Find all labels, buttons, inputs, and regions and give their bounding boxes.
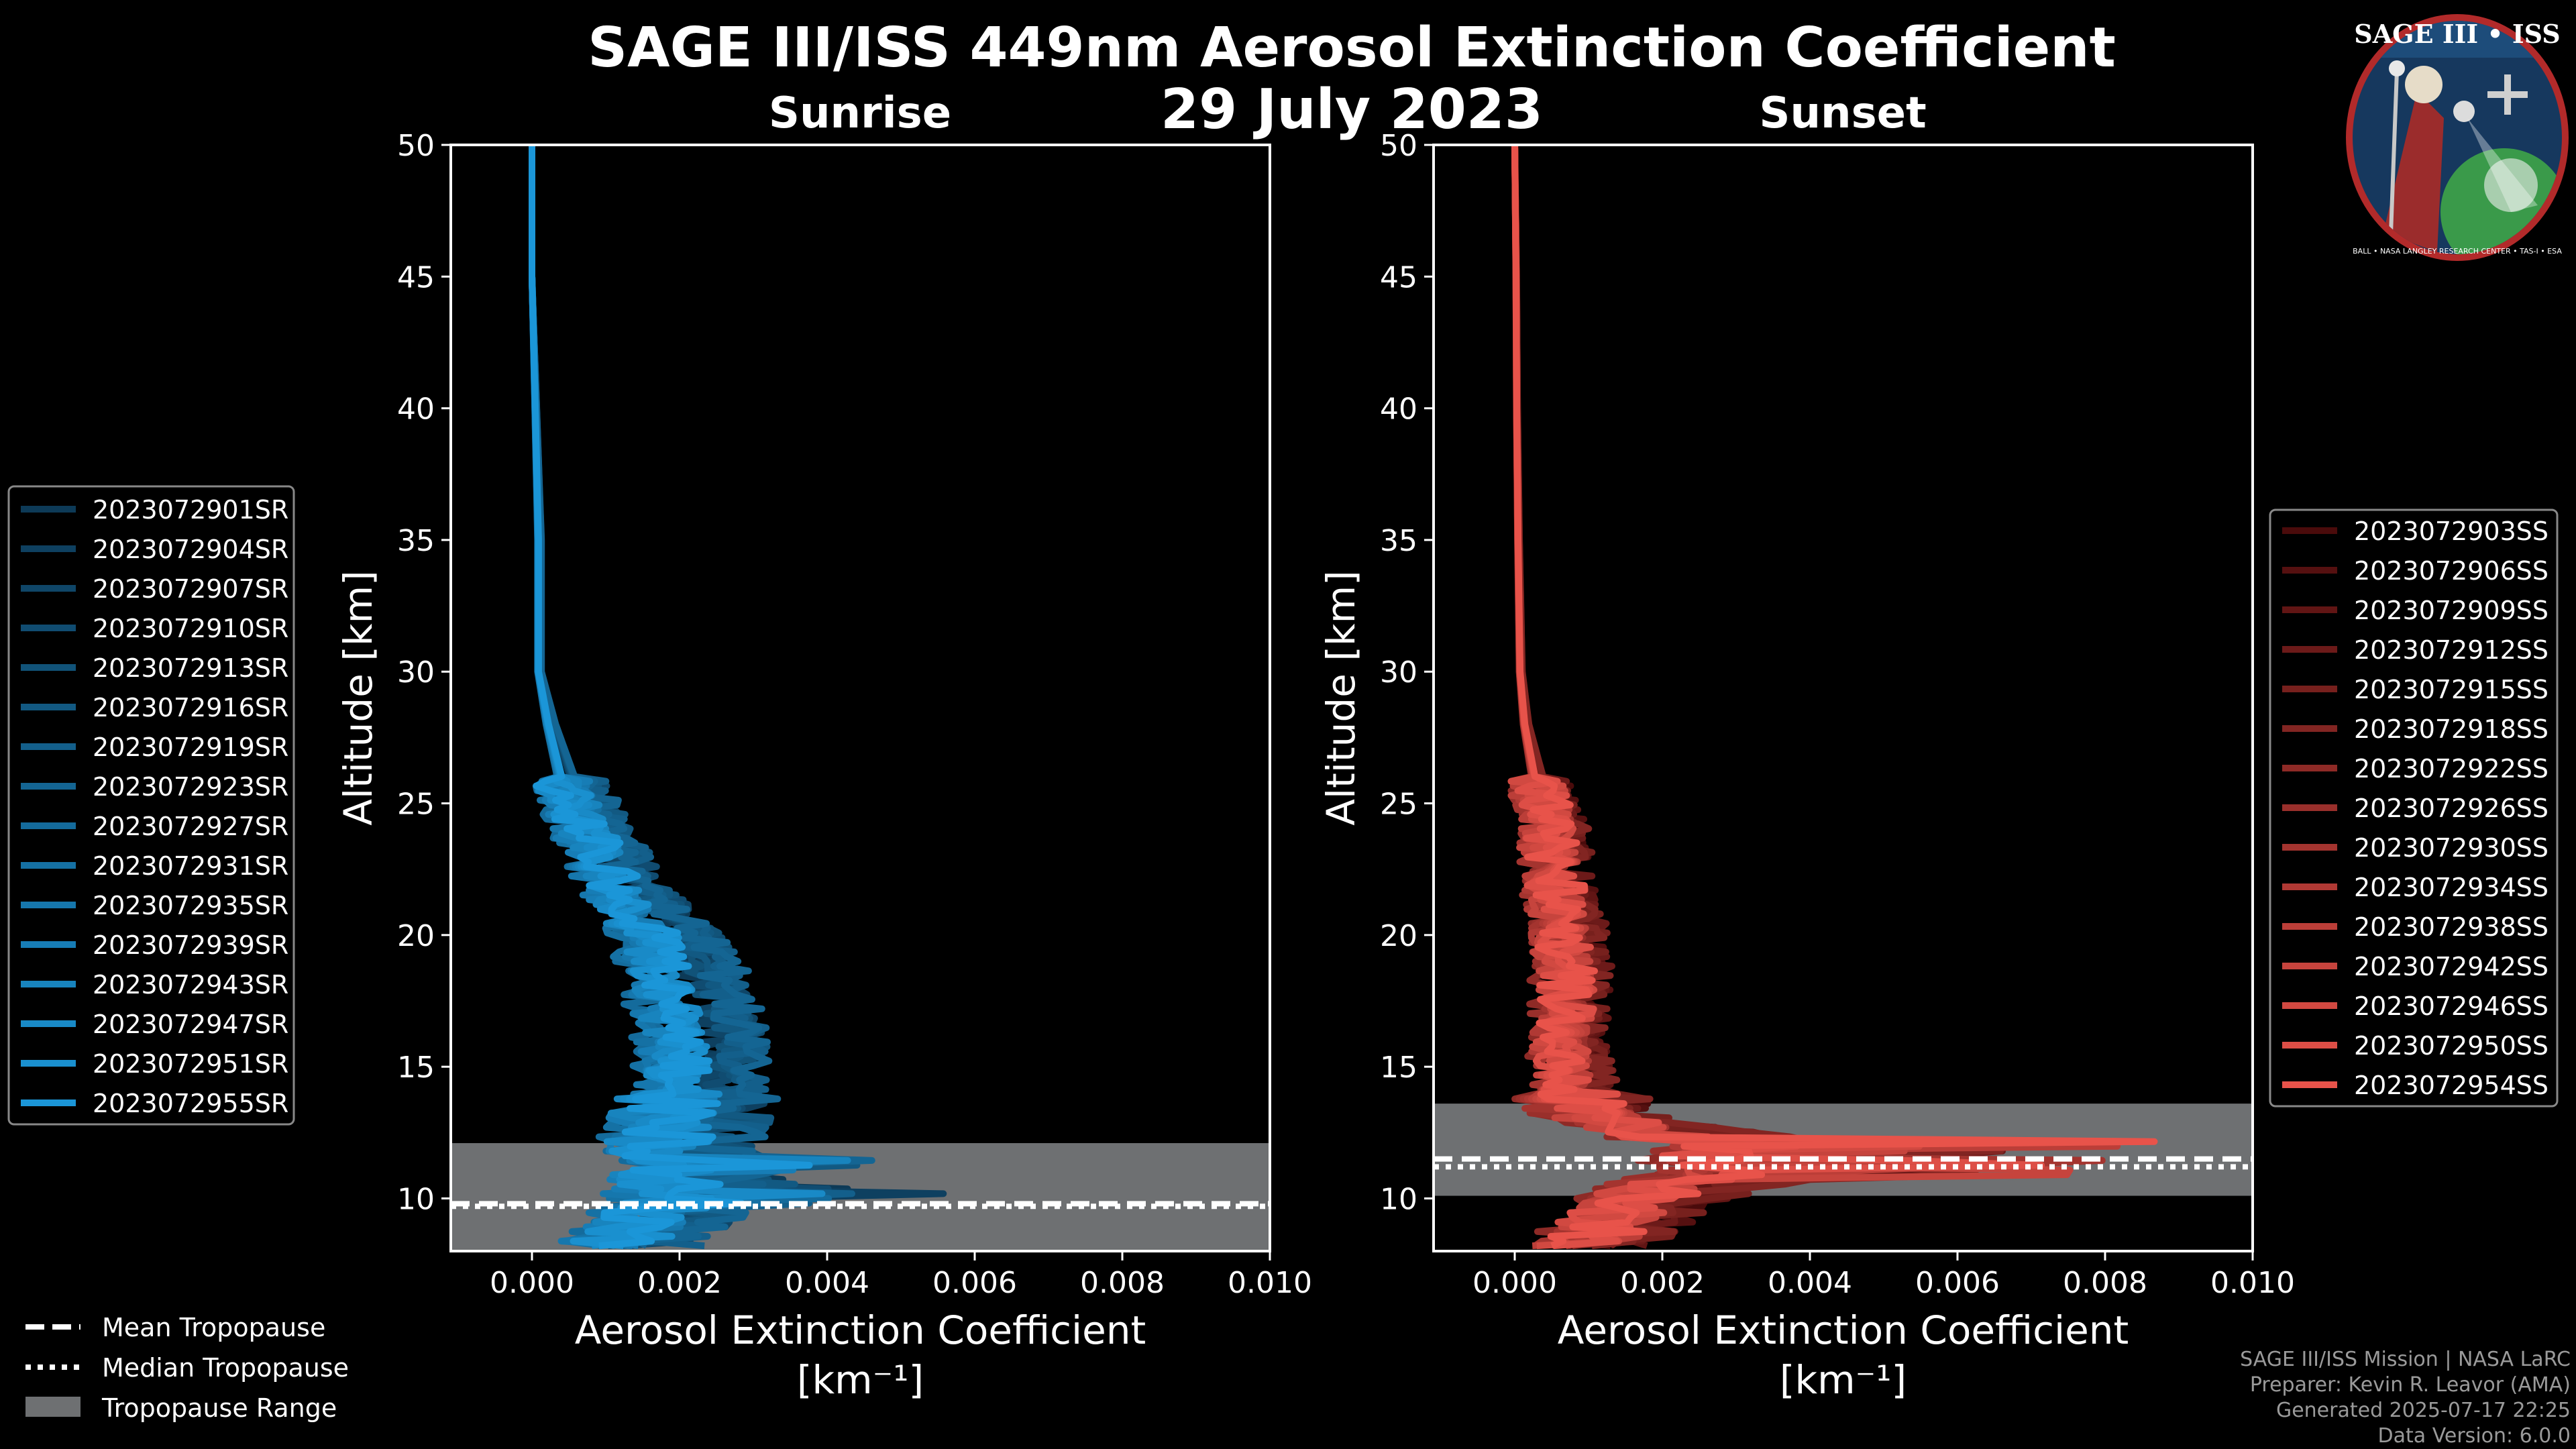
sunrise-legend: 2023072901SR 2023072904SR 2023072907SR 2023… bbox=[7, 485, 295, 1126]
x-tick-label: 0.002 bbox=[1620, 1266, 1705, 1300]
y-axis-label: Altitude [km] bbox=[335, 570, 381, 825]
y-tick-label: 25 bbox=[1380, 788, 1417, 822]
x-axis-unit: [km⁻¹] bbox=[1780, 1357, 1907, 1403]
x-axis-label: Aerosol Extinction Coefficient bbox=[575, 1307, 1146, 1353]
y-tick-label: 40 bbox=[1380, 392, 1417, 427]
x-tick-label: 0.010 bbox=[2210, 1266, 2295, 1300]
x-tick-label: 0.000 bbox=[490, 1266, 574, 1300]
y-tick-label: 35 bbox=[397, 524, 435, 558]
profile-lines bbox=[1507, 145, 2158, 1250]
legend-frame bbox=[2269, 508, 2559, 1108]
legend-label-2023072910SR: 2023072910SR bbox=[93, 614, 288, 643]
legend-label-2023072912SS: 2023072912SS bbox=[2354, 635, 2548, 665]
legend-label-2023072922SS: 2023072922SS bbox=[2354, 754, 2548, 784]
x-axis-label: Aerosol Extinction Coefficient bbox=[1558, 1307, 2129, 1353]
x-tick-label: 0.000 bbox=[1472, 1266, 1557, 1300]
y-tick-label: 25 bbox=[397, 788, 435, 822]
y-tick-label: 20 bbox=[397, 919, 435, 953]
legend-label-2023072931SR: 2023072931SR bbox=[93, 851, 288, 881]
x-tick-label: 0.008 bbox=[1080, 1266, 1165, 1300]
x-tick-label: 0.008 bbox=[2063, 1266, 2147, 1300]
legend-label-2023072918SS: 2023072918SS bbox=[2354, 714, 2548, 744]
plot-frame bbox=[449, 144, 1271, 1252]
credits-mission: SAGE III/ISS Mission | NASA LaRC bbox=[2240, 1348, 2571, 1371]
y-axis-label: Altitude [km] bbox=[1318, 570, 1364, 825]
legend-label-2023072927SR: 2023072927SR bbox=[93, 812, 288, 841]
tropopause-legend: Mean Tropopause Median Tropopause Tropopau… bbox=[25, 1313, 349, 1423]
sunset-panel: 10 15 20 25 30 35 40 45 50 0.000 0.002 0.004 0.006 0.… bbox=[1318, 129, 2295, 1403]
sage-iii-iss-logo: SAGE III • ISS BALL • NASA LANGLEY RESEA… bbox=[2346, 14, 2569, 261]
y-tick-label: 30 bbox=[397, 655, 435, 690]
plot-frame bbox=[1432, 144, 2254, 1252]
y-tick-label: 15 bbox=[397, 1051, 435, 1085]
legend-median-label: Median Tropopause bbox=[102, 1353, 349, 1383]
figure-title: SAGE III/ISS 449nm Aerosol Extinction Co… bbox=[588, 16, 2116, 80]
legend-label-2023072919SR: 2023072919SR bbox=[93, 733, 288, 762]
logo-text: SAGE III • ISS bbox=[2354, 19, 2560, 49]
legend-label-2023072947SR: 2023072947SR bbox=[93, 1010, 288, 1039]
profile-lines bbox=[529, 145, 947, 1250]
sunrise-subtitle: Sunrise bbox=[768, 89, 952, 138]
x-tick-label: 0.006 bbox=[1915, 1266, 2000, 1300]
y-tick-label: 40 bbox=[397, 392, 435, 427]
legend-label-2023072950SS: 2023072950SS bbox=[2354, 1031, 2548, 1061]
figure-date: 29 July 2023 bbox=[1161, 78, 1543, 142]
legend-range-swatch bbox=[25, 1397, 80, 1417]
legend-label-2023072916SR: 2023072916SR bbox=[93, 693, 288, 722]
x-axis-unit: [km⁻¹] bbox=[797, 1357, 924, 1403]
credits: SAGE III/ISS Mission | NASA LaRC Prepare… bbox=[2240, 1347, 2571, 1449]
legend-label-2023072946SS: 2023072946SS bbox=[2354, 991, 2548, 1021]
x-tick-label: 0.004 bbox=[785, 1266, 869, 1300]
legend-range-label: Tropopause Range bbox=[101, 1393, 337, 1423]
legend-label-2023072954SS: 2023072954SS bbox=[2354, 1071, 2548, 1100]
y-tick-label: 20 bbox=[1380, 919, 1417, 953]
legend-label-2023072955SR: 2023072955SR bbox=[93, 1089, 288, 1118]
y-tick-label: 45 bbox=[1380, 260, 1417, 294]
profile-line-2023072955SR bbox=[529, 145, 813, 1250]
legend-frame bbox=[7, 485, 295, 1126]
y-tick-label: 10 bbox=[397, 1182, 435, 1216]
y-tick-label: 45 bbox=[397, 260, 435, 294]
legend-label-2023072909SS: 2023072909SS bbox=[2354, 596, 2548, 625]
legend-label-2023072951SR: 2023072951SR bbox=[93, 1049, 288, 1079]
credits-data-version: Data Version: 6.0.0 bbox=[2377, 1424, 2571, 1448]
legend-label-2023072923SR: 2023072923SR bbox=[93, 772, 288, 802]
legend-label-2023072934SS: 2023072934SS bbox=[2354, 873, 2548, 902]
legend-label-2023072938SS: 2023072938SS bbox=[2354, 912, 2548, 942]
logo-ring-text: BALL • NASA LANGLEY RESEARCH CENTER • TA… bbox=[2353, 247, 2562, 256]
profile-line-2023072954SS bbox=[1511, 145, 2158, 1249]
legend-label-2023072926SS: 2023072926SS bbox=[2354, 794, 2548, 823]
legend-label-2023072935SR: 2023072935SR bbox=[93, 891, 288, 920]
legend-label-2023072903SS: 2023072903SS bbox=[2354, 517, 2548, 546]
y-tick-label: 35 bbox=[1380, 524, 1417, 558]
x-tick-label: 0.002 bbox=[637, 1266, 722, 1300]
y-tick-label: 50 bbox=[397, 129, 435, 163]
legend-label-2023072939SR: 2023072939SR bbox=[93, 930, 288, 960]
legend-label-2023072907SR: 2023072907SR bbox=[93, 574, 288, 604]
legend-label-2023072943SR: 2023072943SR bbox=[93, 970, 288, 1000]
legend-label-2023072901SR: 2023072901SR bbox=[93, 495, 288, 525]
x-tick-label: 0.004 bbox=[1768, 1266, 1852, 1300]
legend-label-2023072930SS: 2023072930SS bbox=[2354, 833, 2548, 863]
x-tick-label: 0.010 bbox=[1228, 1266, 1312, 1300]
sunset-legend: 2023072903SS 2023072906SS 2023072909SS 2023… bbox=[2269, 508, 2559, 1108]
legend-label-2023072906SS: 2023072906SS bbox=[2354, 556, 2548, 586]
y-tick-label: 50 bbox=[1380, 129, 1417, 163]
credits-preparer: Preparer: Kevin R. Leavor (AMA) bbox=[2249, 1373, 2571, 1397]
sunset-subtitle: Sunset bbox=[1759, 89, 1927, 138]
x-tick-label: 0.006 bbox=[932, 1266, 1017, 1300]
legend-label-2023072904SR: 2023072904SR bbox=[93, 535, 288, 564]
credits-generated: Generated 2025-07-17 22:25 bbox=[2275, 1399, 2571, 1422]
profile-line-2023072951SR bbox=[529, 145, 716, 1250]
y-tick-label: 15 bbox=[1380, 1051, 1417, 1085]
legend-label-2023072913SR: 2023072913SR bbox=[93, 653, 288, 683]
y-tick-label: 10 bbox=[1380, 1182, 1417, 1216]
sunrise-panel: 10 15 20 25 30 35 40 45 50 0.000 0.002 0.004 0.006 0.… bbox=[335, 129, 1312, 1403]
legend-label-2023072915SS: 2023072915SS bbox=[2354, 675, 2548, 704]
y-tick-label: 30 bbox=[1380, 655, 1417, 690]
legend-label-2023072942SS: 2023072942SS bbox=[2354, 952, 2548, 981]
legend-mean-label: Mean Tropopause bbox=[102, 1313, 325, 1342]
